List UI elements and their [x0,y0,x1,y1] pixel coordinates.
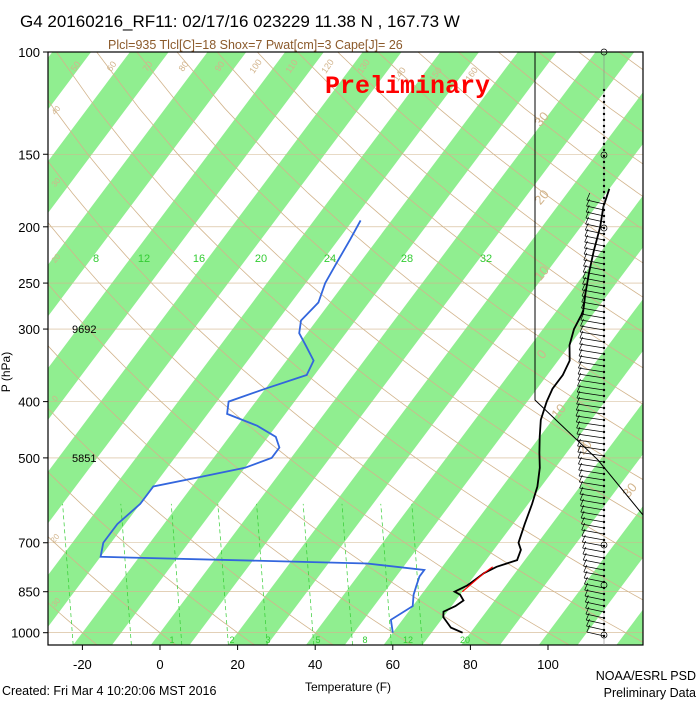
dry-adiabat-line [16,52,700,645]
wind-point [603,155,605,157]
mixing-ratio-label: 8 [93,253,99,265]
y-tick-label: 700 [18,536,40,551]
wind-point [603,185,605,187]
y-tick-label: 850 [18,585,40,600]
wind-point [603,131,605,133]
wind-point [603,149,605,151]
temperature-band [0,52,402,645]
x-tick-label: 40 [308,657,322,672]
wind-point [603,197,605,199]
wind-barb [583,548,604,552]
dry-adiabat-line [0,52,19,645]
mixing-ratio-label: 28 [401,253,413,265]
temperature-band [694,52,700,645]
mixing-ratio-lower-label: 8 [362,635,367,645]
isotherm-label: 20 [531,187,552,208]
y-axis-label: P (hPa) [0,352,13,392]
y-tick-label: 400 [18,395,40,410]
temperature-band [0,52,14,645]
mixing-ratio-label: 32 [480,253,492,265]
source-line-1: NOAA/ESRL PSD [596,668,696,685]
y-tick-label: 300 [18,322,40,337]
wind-point [603,143,605,145]
wind-point [603,179,605,181]
temperature-band [0,52,246,645]
y-tick-label: 200 [18,220,40,235]
wind-point [603,161,605,163]
y-tick-label: 250 [18,276,40,291]
dry-adiabat-line [0,52,255,645]
mixing-ratio-lower-label: 3 [265,635,270,645]
wind-point [603,125,605,127]
x-tick-label: 100 [537,657,559,672]
height-annotation: 9692 [72,324,96,336]
mixing-ratio-lower-label: 5 [315,635,320,645]
y-tick-label: 500 [18,451,40,466]
x-tick-label: 80 [463,657,477,672]
mixing-ratio-lower-label: 2 [229,635,234,645]
mixing-ratio-lower-label: 12 [403,635,413,645]
x-tick-label: 20 [230,657,244,672]
height-annotation: 5851 [72,453,96,465]
wind-point [603,167,605,169]
wind-point [603,191,605,193]
mixing-ratio-lower-label: 20 [460,635,470,645]
x-tick-label: 60 [386,657,400,672]
wind-barb [577,434,604,438]
wind-point [603,173,605,175]
mixing-ratio-label: 16 [193,253,205,265]
chart-subtitle: Plcl=935 Tlcl[C]=18 Shox=7 Pwat[cm]=3 Ca… [108,38,403,52]
wind-point [603,137,605,139]
mixing-ratio-label: 12 [138,253,150,265]
wind-point [603,101,605,103]
wind-barb [585,236,604,240]
preliminary-watermark: Preliminary [325,72,490,101]
wind-barb [582,530,604,534]
wind-barb [582,536,604,540]
adiabat-label: 80 [177,59,191,73]
wind-barb-column [576,49,607,645]
wind-point [603,89,605,91]
y-tick-label: 1000 [11,626,40,641]
wind-point [603,107,605,109]
temperature-band [461,52,700,645]
source-line-2: Preliminary Data [596,685,696,702]
wind-barb [579,350,604,354]
mixing-ratio-lower-label: 1 [169,635,174,645]
wind-barb [583,554,604,558]
wind-barb [580,344,604,348]
x-tick-label: 0 [156,657,163,672]
mixing-ratio-label: 20 [255,253,267,265]
x-tick-label: -20 [73,657,92,672]
dry-adiabat-line [458,52,700,645]
chart-title: G4 20160216_RF11: 02/17/16 023229 11.38 … [20,12,460,32]
data-source-credit: NOAA/ESRL PSD Preliminary Data [596,668,696,702]
mixing-ratio-label: 24 [324,253,336,265]
adiabat-label: 100 [247,57,264,75]
created-timestamp: Created: Fri Mar 4 10:20:06 MST 2016 [2,684,216,698]
y-tick-label: 150 [18,147,40,162]
wind-point [603,119,605,121]
y-tick-label: 100 [18,45,40,60]
x-axis-label: Temperature (F) [305,680,391,694]
wind-point [603,95,605,97]
wind-barb [585,230,604,234]
dry-adiabat-line [0,52,412,645]
wind-barb [583,560,604,564]
wind-point [603,113,605,115]
